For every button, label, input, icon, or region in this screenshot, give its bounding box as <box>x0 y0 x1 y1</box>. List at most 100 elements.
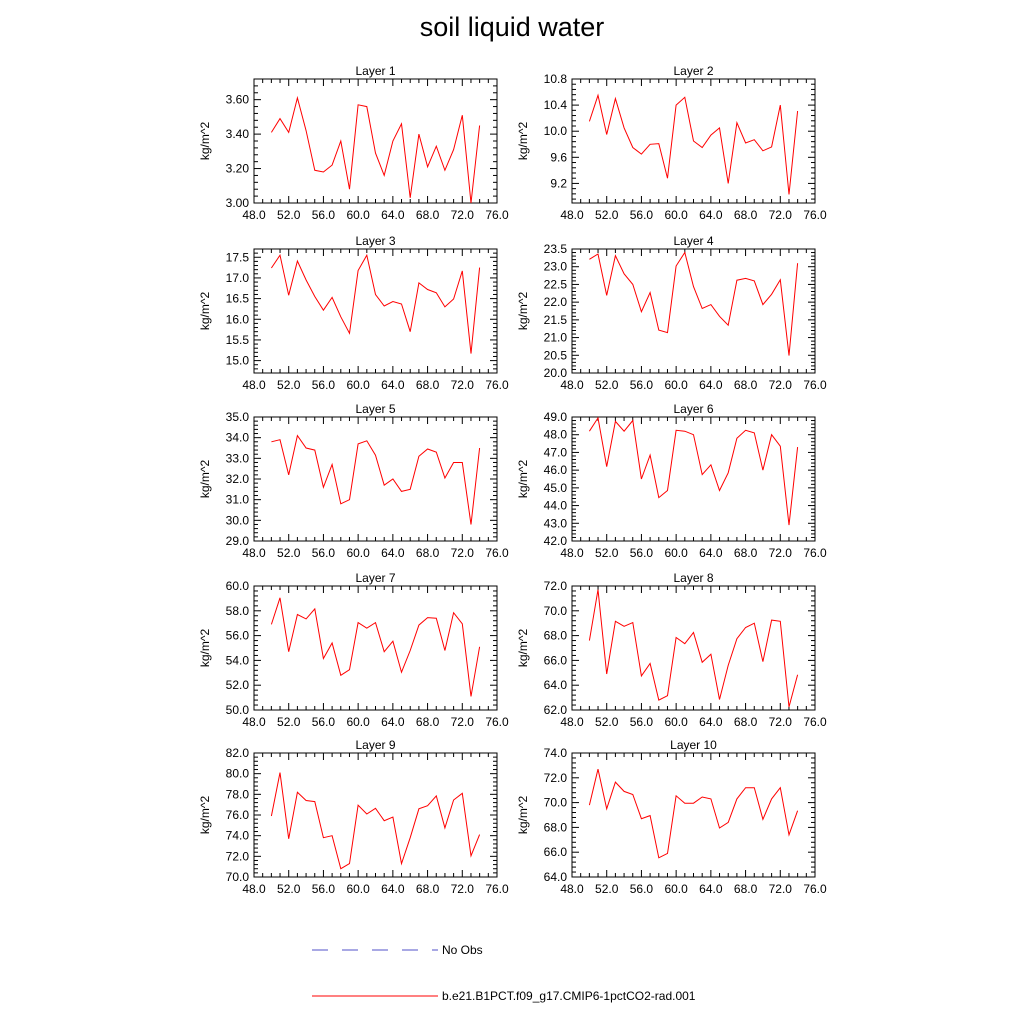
x-tick-label: 76.0 <box>803 882 827 896</box>
x-tick-label: 56.0 <box>630 378 654 392</box>
legend-label-model-run: b.e21.B1PCT.f09_g17.CMIP6-1pctCO2-rad.00… <box>442 989 696 1003</box>
y-tick-label: 49.0 <box>544 410 568 424</box>
y-tick-label: 70.0 <box>226 870 250 884</box>
panel-layer-4: Layer 4 kg/m^2 48.0 52.0 56.0 60.0 64.0 68.0 72.… <box>516 234 827 392</box>
x-tick-label: 72.0 <box>451 715 475 729</box>
y-tick-label: 47.0 <box>544 445 568 459</box>
y-tick-label: 54.0 <box>226 653 250 667</box>
y-tick-label: 62.0 <box>544 703 568 717</box>
x-tick-label: 48.0 <box>560 378 584 392</box>
series-line-layer-3 <box>270 253 481 354</box>
y-tick-label: 10.8 <box>544 72 568 86</box>
series-line-layer-8 <box>588 589 799 708</box>
x-tick-label: 76.0 <box>485 715 509 729</box>
x-tick-label: 72.0 <box>769 208 793 222</box>
x-tick-label: 52.0 <box>595 546 619 560</box>
y-tick-label: 10.0 <box>544 124 568 138</box>
x-tick-label: 52.0 <box>277 546 301 560</box>
y-tick-label: 72.0 <box>544 579 568 593</box>
y-axis-label: kg/m^2 <box>198 122 212 161</box>
y-tick-label: 80.0 <box>226 767 250 781</box>
y-tick-label: 60.0 <box>226 579 250 593</box>
x-tick-label: 52.0 <box>277 378 301 392</box>
y-tick-label: 64.0 <box>544 678 568 692</box>
chart-panels: Layer 1 kg/m^2 48.0 52.0 56.0 60.0 64.0 68.0 72.… <box>198 64 827 896</box>
panel-layer-2: Layer 2 kg/m^2 48.0 52.0 56.0 60.0 64.0 68.0 72.… <box>516 64 827 222</box>
page-title: soil liquid water <box>419 12 605 42</box>
x-tick-label: 76.0 <box>485 546 509 560</box>
x-tick-label: 64.0 <box>381 546 405 560</box>
y-tick-label: 56.0 <box>226 629 250 643</box>
y-tick-label: 16.0 <box>226 312 250 326</box>
plot-frame <box>571 752 816 878</box>
x-tick-label: 68.0 <box>734 378 758 392</box>
plot-frame <box>253 416 498 542</box>
y-tick-label: 22.5 <box>544 277 568 291</box>
panel-layer-1: Layer 1 kg/m^2 48.0 52.0 56.0 60.0 64.0 68.0 72.… <box>198 64 509 222</box>
y-tick-label: 52.0 <box>226 678 250 692</box>
x-tick-label: 60.0 <box>346 715 370 729</box>
x-tick-label: 76.0 <box>485 882 509 896</box>
series-line-layer-6 <box>588 416 799 526</box>
x-tick-label: 60.0 <box>346 882 370 896</box>
x-tick-label: 72.0 <box>769 715 793 729</box>
x-tick-label: 48.0 <box>560 546 584 560</box>
y-tick-label: 72.0 <box>544 771 568 785</box>
x-tick-label: 76.0 <box>803 378 827 392</box>
x-tick-label: 76.0 <box>803 546 827 560</box>
panel-title: Layer 3 <box>355 234 395 248</box>
y-tick-label: 70.0 <box>544 604 568 618</box>
x-tick-label: 68.0 <box>416 546 440 560</box>
y-tick-label: 21.0 <box>544 331 568 345</box>
x-tick-label: 60.0 <box>664 208 688 222</box>
panel-title: Layer 1 <box>355 64 395 78</box>
x-tick-label: 48.0 <box>242 378 266 392</box>
y-axis-label: kg/m^2 <box>198 796 212 835</box>
y-tick-label: 44.0 <box>544 499 568 513</box>
x-tick-label: 56.0 <box>312 546 336 560</box>
x-tick-label: 48.0 <box>242 882 266 896</box>
x-tick-label: 56.0 <box>630 546 654 560</box>
panel-layer-7: Layer 7 kg/m^2 48.0 52.0 56.0 60.0 64.0 68.0 72.… <box>198 571 509 729</box>
plot-frame <box>571 248 816 374</box>
y-axis-label: kg/m^2 <box>198 460 212 499</box>
x-tick-label: 48.0 <box>242 208 266 222</box>
y-axis-label: kg/m^2 <box>516 460 530 499</box>
y-tick-label: 3.60 <box>226 93 250 107</box>
panel-layer-6: Layer 6 kg/m^2 48.0 52.0 56.0 60.0 64.0 68.0 72.… <box>516 402 827 560</box>
y-tick-label: 30.0 <box>226 513 250 527</box>
x-tick-label: 56.0 <box>630 208 654 222</box>
y-axis-label: kg/m^2 <box>198 629 212 668</box>
y-tick-label: 32.0 <box>226 472 250 486</box>
y-tick-label: 10.4 <box>544 98 568 112</box>
x-tick-label: 52.0 <box>595 715 619 729</box>
y-tick-label: 35.0 <box>226 410 250 424</box>
y-tick-label: 72.0 <box>226 849 250 863</box>
y-tick-label: 48.0 <box>544 428 568 442</box>
x-tick-label: 52.0 <box>277 882 301 896</box>
y-tick-label: 15.0 <box>226 354 250 368</box>
x-tick-label: 72.0 <box>769 882 793 896</box>
legend <box>312 949 438 997</box>
y-tick-label: 34.0 <box>226 431 250 445</box>
panel-layer-10: Layer 10 kg/m^2 48.0 52.0 56.0 60.0 64.0 68.0 72… <box>516 738 827 896</box>
y-axis-label: kg/m^2 <box>198 292 212 331</box>
y-tick-label: 3.40 <box>226 127 250 141</box>
panel-title: Layer 2 <box>673 64 713 78</box>
x-tick-label: 76.0 <box>803 715 827 729</box>
x-tick-label: 68.0 <box>734 546 758 560</box>
legend-label-no-obs: No Obs <box>442 943 483 957</box>
x-tick-label: 68.0 <box>416 378 440 392</box>
x-tick-label: 60.0 <box>664 378 688 392</box>
y-tick-label: 20.0 <box>544 366 568 380</box>
x-tick-label: 76.0 <box>803 208 827 222</box>
y-tick-label: 31.0 <box>226 493 250 507</box>
panel-title: Layer 9 <box>355 738 395 752</box>
x-tick-label: 60.0 <box>664 715 688 729</box>
y-tick-label: 46.0 <box>544 463 568 477</box>
y-tick-label: 3.20 <box>226 162 250 176</box>
x-tick-label: 68.0 <box>416 882 440 896</box>
y-tick-label: 70.0 <box>544 796 568 810</box>
x-tick-label: 48.0 <box>560 208 584 222</box>
